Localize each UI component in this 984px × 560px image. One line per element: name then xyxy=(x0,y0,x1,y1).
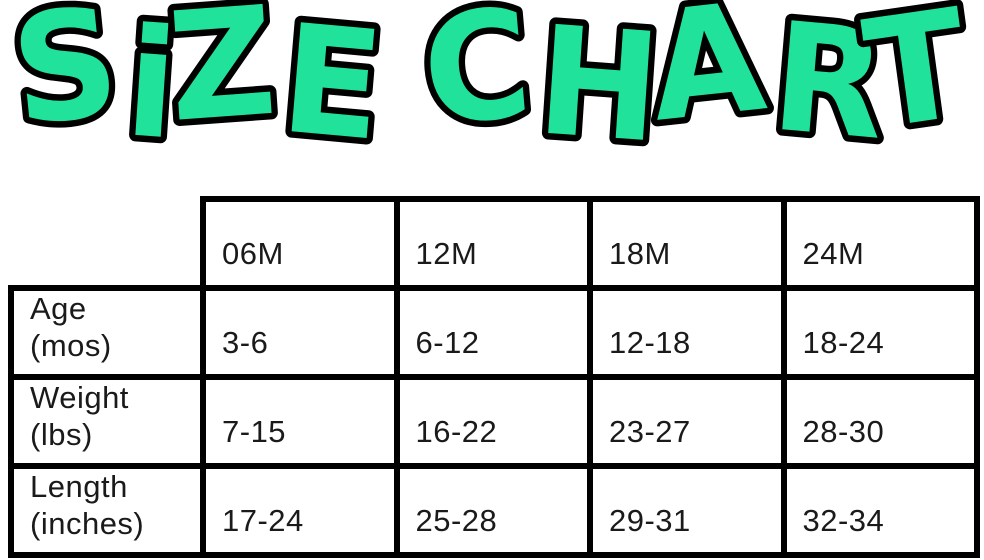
page-title: SiZE CHART xyxy=(0,0,984,168)
row-header-age: Age (mos) xyxy=(8,284,206,381)
table-row-age: Age (mos) 3-6 6-12 12-18 18-24 xyxy=(8,284,980,381)
column-header-18m: 18M xyxy=(587,196,787,291)
table-row-length: Length (inches) 17-24 25-28 29-31 32-34 xyxy=(8,463,980,559)
cell-age-24m: 18-24 xyxy=(780,284,980,381)
row-label-line: (inches) xyxy=(30,505,145,541)
title-text: SiZE CHART xyxy=(4,0,977,168)
title-graphic: SiZE CHART xyxy=(0,0,984,168)
cell-weight-18m: 23-27 xyxy=(587,374,787,470)
column-header-24m: 24M xyxy=(780,196,980,291)
row-label-line: (mos) xyxy=(30,327,112,363)
corner-cell xyxy=(11,199,206,291)
cell-length-18m: 29-31 xyxy=(587,463,787,559)
table-row-weight: Weight (lbs) 7-15 16-22 23-27 28-30 xyxy=(8,374,980,470)
cell-weight-06m: 7-15 xyxy=(200,374,400,470)
row-label-line: (lbs) xyxy=(30,416,93,452)
size-chart-table: 06M 12M 18M 24M Age (mos) 3-6 6-12 12-18… xyxy=(8,196,980,559)
cell-weight-12m: 16-22 xyxy=(393,374,593,470)
row-label-line: Age xyxy=(30,291,87,326)
table-header-row: 06M 12M 18M 24M xyxy=(11,196,980,291)
cell-length-24m: 32-34 xyxy=(780,463,980,559)
cell-age-06m: 3-6 xyxy=(200,284,400,381)
cell-length-06m: 17-24 xyxy=(200,463,400,559)
row-label-line: Weight xyxy=(30,380,129,416)
row-header-weight: Weight (lbs) xyxy=(8,374,206,470)
cell-age-12m: 6-12 xyxy=(393,284,593,381)
column-header-12m: 12M xyxy=(393,196,593,291)
row-label-line: Length xyxy=(30,469,128,505)
cell-age-18m: 12-18 xyxy=(587,284,787,381)
cell-weight-24m: 28-30 xyxy=(780,374,980,470)
column-header-06m: 06M xyxy=(200,196,400,291)
row-header-length: Length (inches) xyxy=(8,463,206,559)
cell-length-12m: 25-28 xyxy=(393,463,593,559)
